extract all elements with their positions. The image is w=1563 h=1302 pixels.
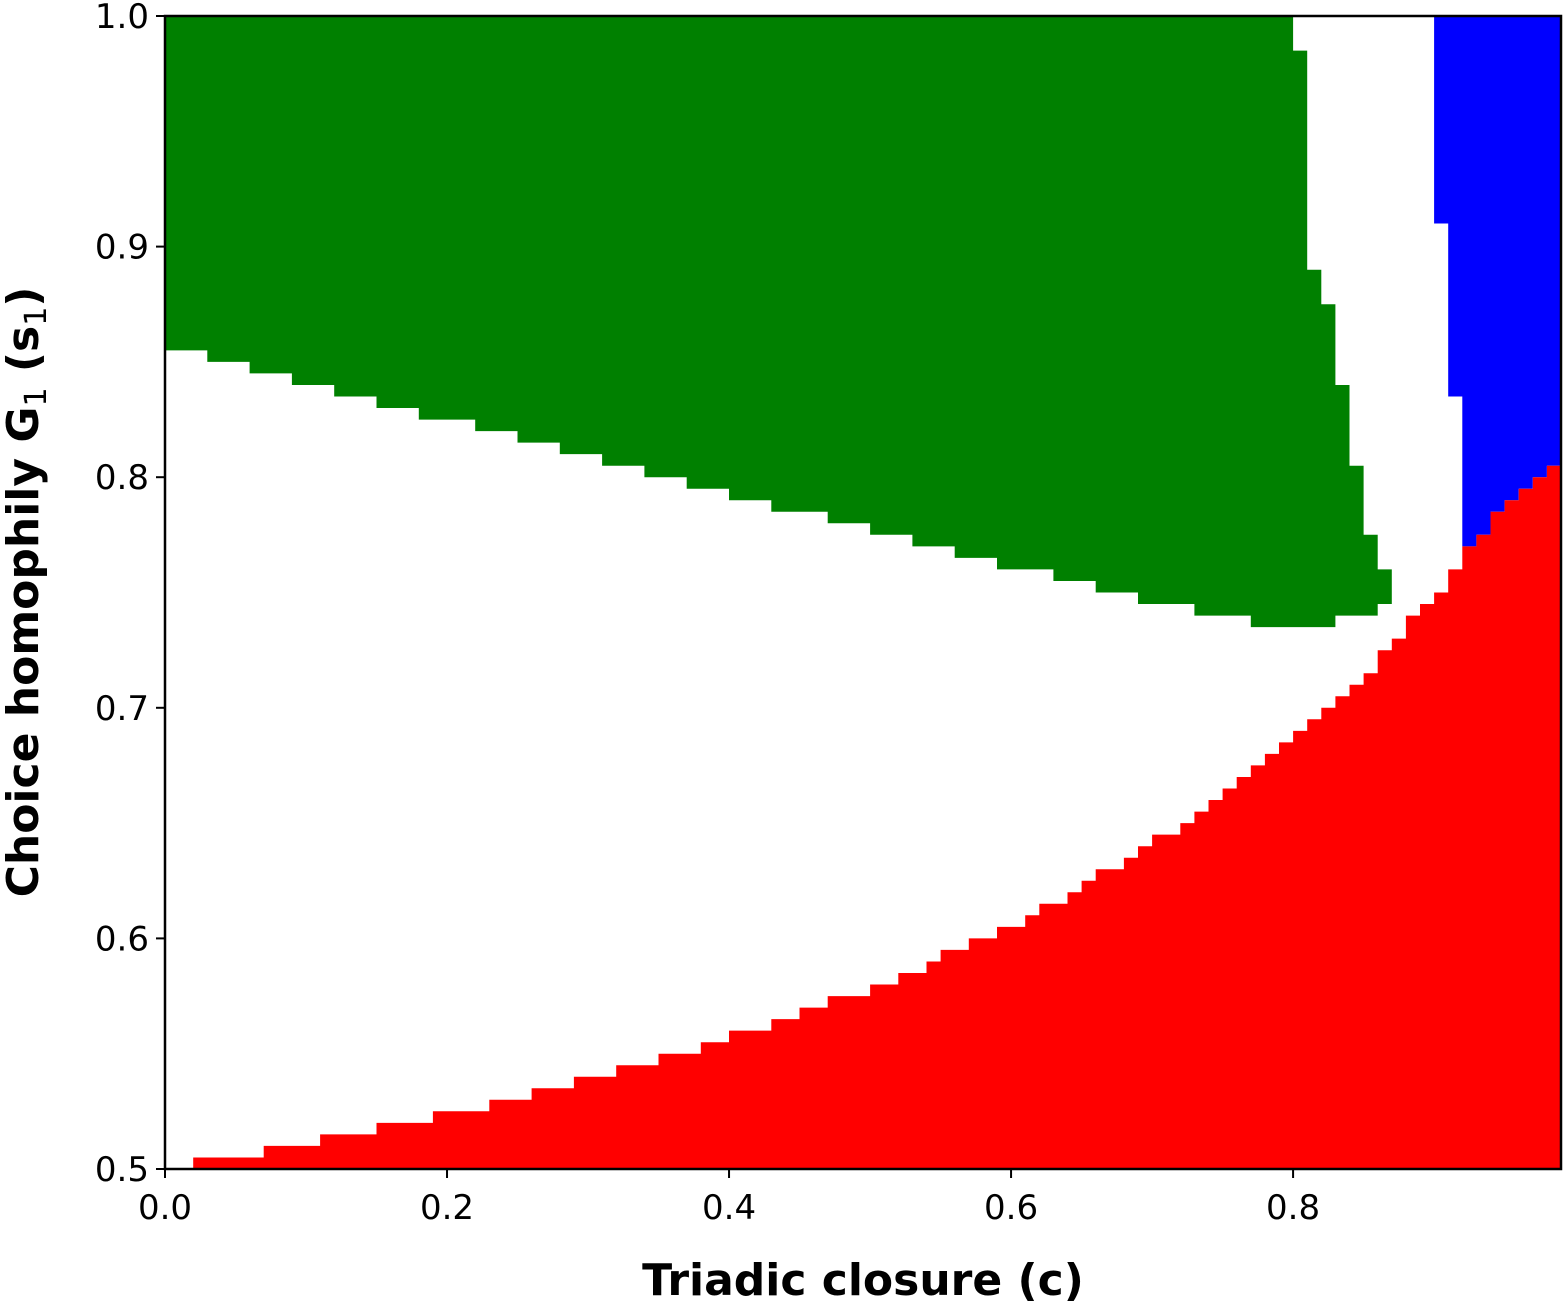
- y-axis-label: Choice homophily G1 (s1): [0, 287, 54, 898]
- region-red: [193, 454, 1562, 1170]
- y-tick-label: 0.9: [95, 228, 149, 268]
- x-axis-label: Triadic closure (c): [642, 1255, 1084, 1302]
- y-axis-label-sub1: 1: [19, 387, 54, 406]
- x-tick-label: 0.0: [138, 1188, 192, 1228]
- y-axis-label-part2: (s: [0, 326, 49, 388]
- y-axis-label-sub2: 1: [19, 307, 54, 326]
- x-tick-label: 0.6: [984, 1188, 1038, 1228]
- y-tick-label: 1.0: [95, 0, 149, 37]
- x-tick-label: 0.2: [420, 1188, 474, 1228]
- region-blue: [1434, 16, 1561, 547]
- regions-layer: [165, 16, 1562, 1170]
- y-tick-label: 0.6: [95, 919, 149, 959]
- plot-frame: [163, 14, 1563, 1171]
- y-axis-label-part3: ): [0, 287, 49, 307]
- x-tick-label: 0.8: [1266, 1188, 1320, 1228]
- y-tick-label: 0.5: [95, 1150, 149, 1190]
- x-tick-label: 0.4: [702, 1188, 756, 1228]
- y-tick-label: 0.7: [95, 689, 149, 729]
- region-green: [165, 16, 1392, 628]
- y-tick-label: 0.8: [95, 458, 149, 498]
- y-axis-label-part1: Choice homophily G: [0, 407, 49, 898]
- ticks-layer: 0.0 0.2 0.4 0.6 0.8 0.5 0.6 0.7 0.8 0.9 1.0: [95, 0, 1320, 1228]
